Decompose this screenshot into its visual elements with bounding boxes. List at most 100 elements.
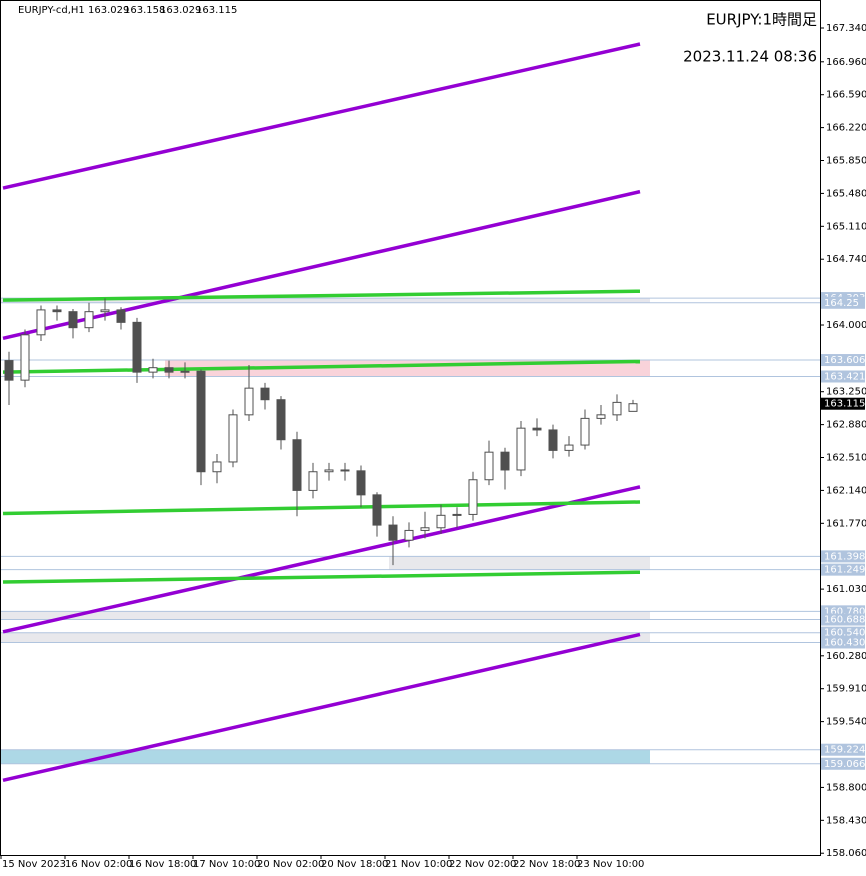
candle-body (564, 444, 574, 451)
zone-level-label: 164.25 (824, 298, 859, 309)
candle-body (100, 309, 110, 313)
candle-body (36, 309, 46, 336)
zone-level-box (821, 550, 865, 563)
zone (389, 556, 650, 570)
trend-line (2, 500, 641, 516)
trend-line (2, 289, 641, 302)
candle-body (68, 311, 78, 329)
candle-body (180, 370, 190, 373)
y-tick-label: 165.850 (826, 156, 866, 167)
header-high: 163.158 (124, 5, 165, 16)
zone-level-box (821, 757, 865, 770)
trend-line (2, 570, 641, 584)
y-tick-label: 167.340 (826, 23, 866, 34)
zone-level-label: 160.688 (824, 615, 865, 626)
candle-body (260, 387, 270, 401)
candle-body (580, 417, 590, 446)
candle-body (52, 309, 62, 313)
y-tick-label: 163.250 (826, 387, 866, 398)
candle-body (228, 414, 238, 463)
trend-line (2, 485, 641, 634)
zone-level-label: 160.430 (824, 637, 865, 648)
y-tick-label: 166.220 (826, 123, 866, 134)
zone-level-box (821, 563, 865, 576)
candle-body (468, 479, 478, 515)
candle-body (132, 321, 142, 373)
timestamp: 2023.11.24 08:36 (683, 48, 817, 66)
candle-body (196, 370, 206, 473)
y-tick-label: 162.140 (826, 485, 866, 496)
candle-body (612, 401, 622, 416)
candle-body (324, 469, 334, 473)
zone-level-label: 161.249 (824, 565, 865, 576)
header-open: 163.029 (88, 5, 129, 16)
current-price-box (821, 397, 865, 410)
zone-level-label: 163.421 (824, 372, 865, 383)
x-tick-label: 21 Nov 10:00 (385, 859, 452, 870)
candle-body (388, 524, 398, 541)
candle-body (20, 334, 30, 381)
candle-body (452, 513, 462, 516)
zone-level-label: 161.398 (824, 551, 865, 562)
trend-line (2, 632, 641, 783)
y-tick-label: 160.280 (826, 651, 866, 662)
y-tick-label: 161.030 (826, 584, 866, 595)
plot-area (0, 42, 820, 783)
x-tick-label: 17 Nov 10:00 (193, 859, 260, 870)
y-tick-label: 166.590 (826, 90, 866, 101)
candle-body (164, 367, 174, 373)
candle-body (212, 461, 222, 473)
zone (0, 749, 650, 764)
candle-body (596, 414, 606, 419)
y-tick-label: 159.910 (826, 684, 866, 695)
candle-body (404, 529, 414, 541)
zone-level-label: 163.606 (824, 355, 865, 366)
x-tick-label: 16 Nov 02:00 (65, 859, 132, 870)
x-tick-label: 23 Nov 10:00 (577, 859, 644, 870)
zone-level-label: 160.780 (824, 606, 865, 617)
candle-body (308, 471, 318, 491)
symbol-label: EURJPY:1時間足 (706, 11, 817, 29)
candle-body (372, 494, 382, 526)
header-close: 163.115 (196, 5, 237, 16)
zone-level-box (821, 613, 865, 626)
plot-frame (0, 0, 821, 856)
zone-level-box (821, 626, 865, 639)
candle-body (532, 427, 542, 431)
candle-body (516, 427, 526, 471)
candle-body (356, 470, 366, 496)
y-tick-label: 164.740 (826, 254, 866, 265)
y-tick-label: 166.960 (826, 57, 866, 68)
zone-level-box (821, 636, 865, 649)
trend-line (2, 42, 641, 190)
chart-title: EURJPY-cd,H1 (18, 5, 85, 16)
zone-level-label: 159.224 (824, 745, 865, 756)
candle-body (500, 451, 510, 471)
y-tick-label: 158.800 (826, 782, 866, 793)
zone-level-box (821, 354, 865, 367)
y-tick-label: 162.880 (826, 420, 866, 431)
x-tick-label: 22 Nov 18:00 (513, 859, 580, 870)
candle-body (276, 399, 286, 441)
x-tick-label: 16 Nov 18:00 (129, 859, 196, 870)
y-tick-label: 165.110 (826, 221, 866, 232)
zone-level-box (821, 743, 865, 756)
zone-level-box (821, 296, 865, 309)
trend-line (2, 189, 641, 341)
y-tick-label: 158.060 (826, 848, 866, 859)
zone (0, 298, 650, 303)
zone-level-label: 160.540 (824, 628, 865, 639)
y-tick-label: 165.480 (826, 188, 866, 199)
candle-body (484, 451, 494, 481)
x-tick-label: 20 Nov 18:00 (321, 859, 388, 870)
candle-body (548, 429, 558, 451)
x-tick-label: 22 Nov 02:00 (449, 859, 516, 870)
candle-body (84, 311, 94, 329)
candle-body (436, 514, 446, 529)
y-tick-label: 164.000 (826, 320, 866, 331)
candle-body (244, 387, 254, 416)
candle-body (116, 309, 126, 323)
candle-body (148, 367, 158, 373)
candle-body (292, 439, 302, 491)
